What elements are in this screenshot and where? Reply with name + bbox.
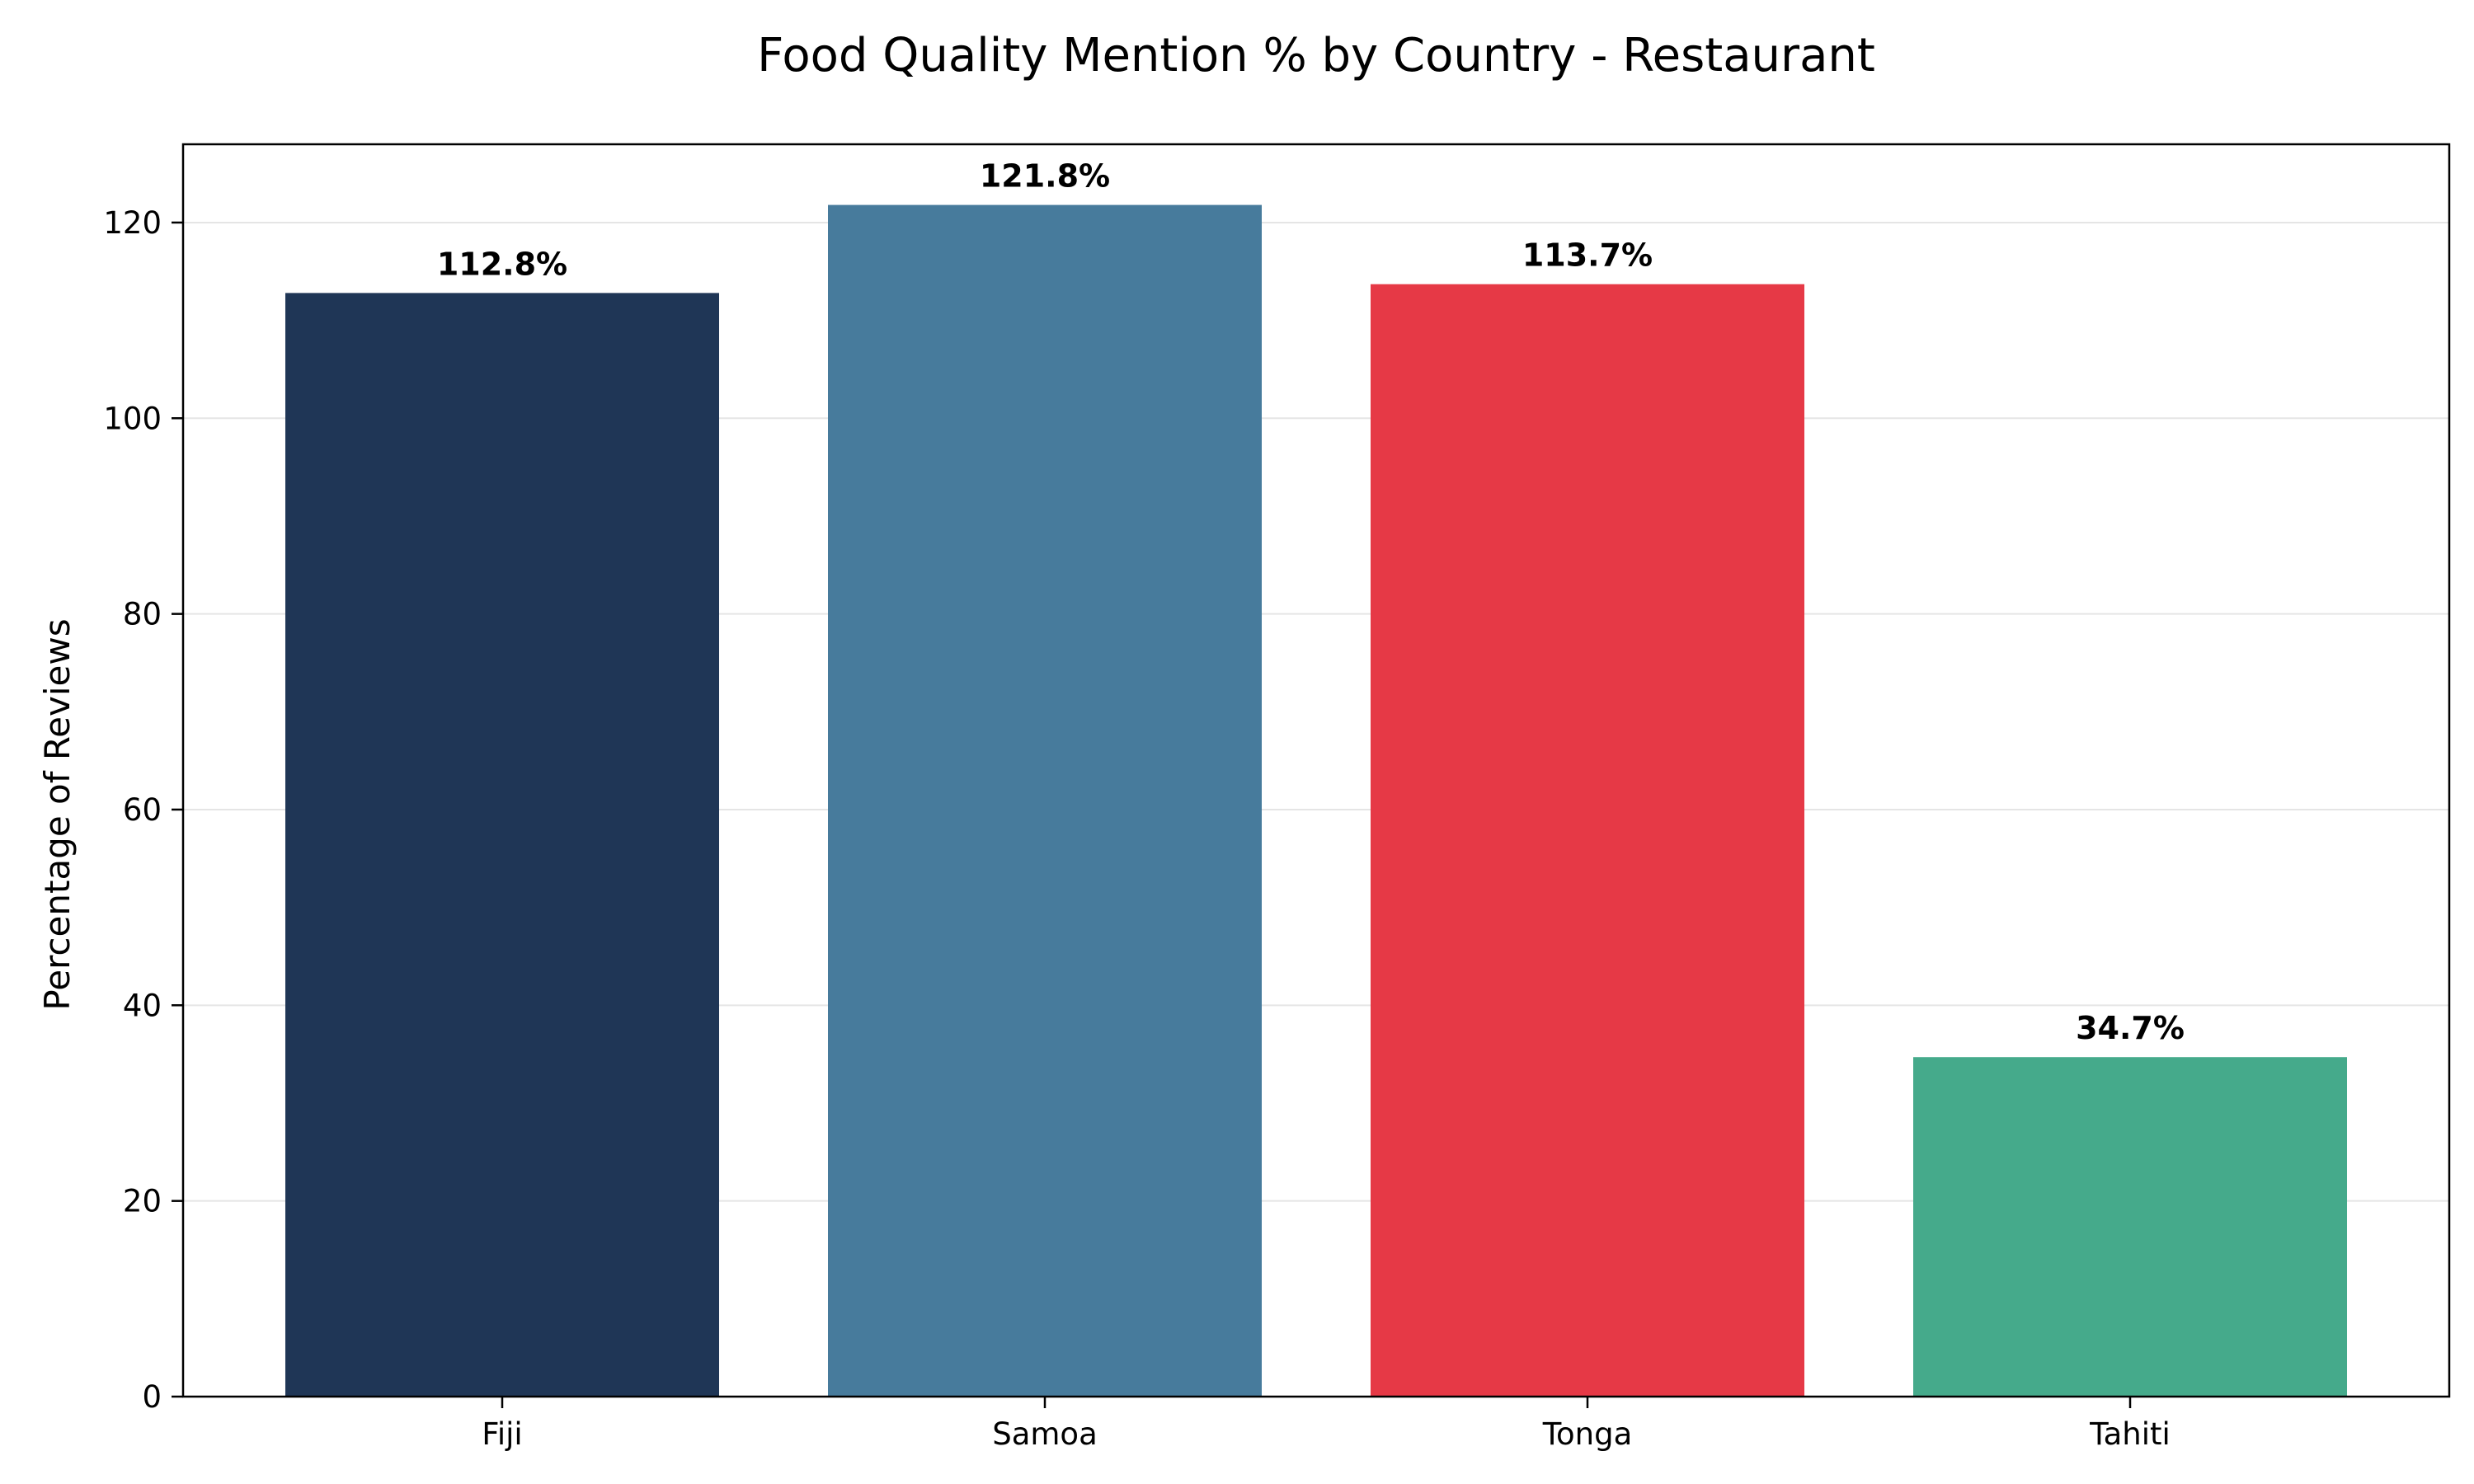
data-label: 112.8%	[437, 246, 567, 282]
x-tick-label: Tonga	[1542, 1416, 1633, 1452]
y-tick-label: 60	[123, 792, 162, 828]
chart-title: Food Quality Mention % by Country - Rest…	[757, 29, 1875, 82]
y-tick-label: 40	[123, 988, 162, 1023]
bar-fiji	[285, 293, 719, 1397]
y-tick-label: 80	[123, 597, 162, 632]
y-axis-ticks: 0 20 40 60 80 100 120	[103, 205, 183, 1415]
data-label: 121.8%	[980, 158, 1110, 195]
bar-samoa	[828, 204, 1262, 1397]
data-label: 34.7%	[2076, 1010, 2185, 1046]
data-label: 113.7%	[1522, 237, 1653, 274]
x-tick-label: Fiji	[482, 1416, 522, 1452]
bar-tahiti	[1913, 1057, 2347, 1397]
y-tick-label: 0	[142, 1379, 162, 1415]
bars	[285, 204, 2347, 1397]
plot-frame	[181, 143, 2451, 1398]
x-axis-ticks: Fiji Samoa Tonga Tahiti	[482, 1397, 2171, 1452]
y-tick-label: 20	[123, 1184, 162, 1219]
x-tick-label: Tahiti	[2089, 1416, 2171, 1452]
y-tick-label: 120	[103, 205, 162, 241]
y-axis-label: Percentage of Reviews	[37, 618, 78, 1010]
bar-tonga	[1371, 284, 1804, 1397]
x-tick-label: Samoa	[992, 1416, 1098, 1452]
y-tick-label: 100	[103, 401, 162, 436]
data-labels: 112.8% 121.8% 113.7% 34.7%	[437, 158, 2185, 1047]
